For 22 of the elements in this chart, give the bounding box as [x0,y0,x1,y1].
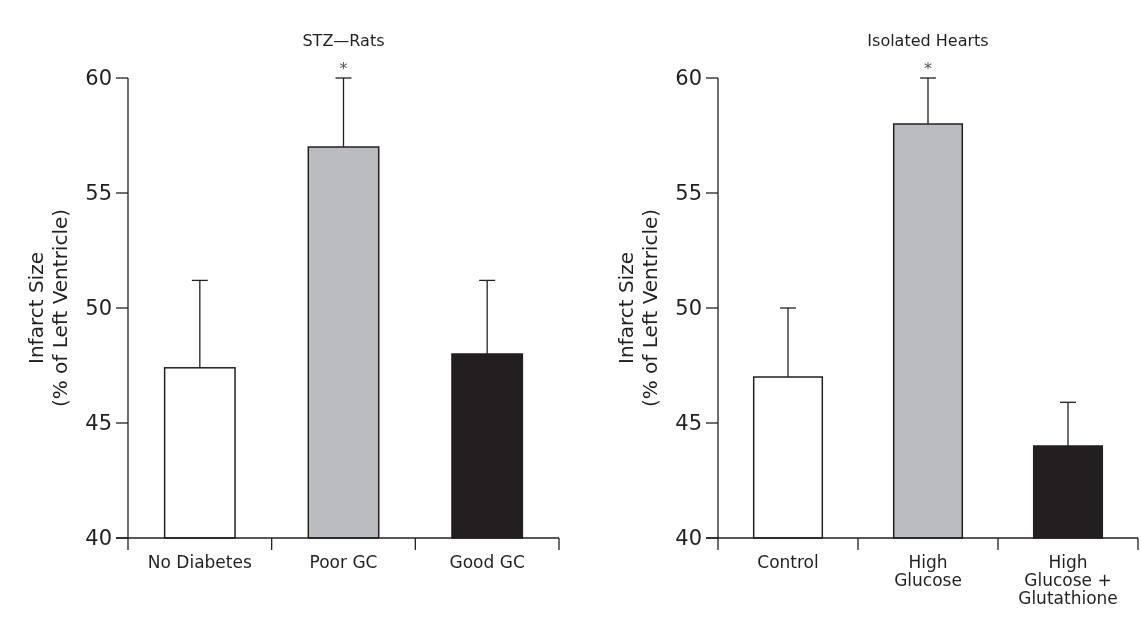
y-tick-label: 45 [85,411,112,436]
annotation: * [339,59,348,78]
x-tick-label: Good GC [449,551,525,572]
x-tick-label: High Glucose [894,551,962,590]
y-tick-label: 40 [85,526,112,551]
x-tick-label: High Glucose + Glutathione [1018,551,1118,608]
y-axis-title: Infarct Size (% of Left Ventricle) [24,208,72,408]
x-tick-label: No Diabetes [147,551,252,572]
annotation: * [924,59,932,78]
x-tick-label: Control [757,551,819,572]
chart-title: Isolated Hearts [867,31,989,50]
y-tick-label: 40 [675,526,702,551]
y-axis-title: Infarct Size (% of Left Ventricle) [614,208,662,408]
y-tick-label: 55 [675,181,702,206]
y-tick-label: 45 [675,411,702,436]
y-tick-label: 55 [85,181,112,206]
x-tick-label: Poor GC [309,551,378,572]
chart-title: STZ—Rats [302,31,385,50]
y-tick-label: 50 [675,296,702,321]
y-tick-label: 50 [85,296,112,321]
y-tick-label: 60 [675,66,702,91]
y-tick-label: 60 [85,66,112,91]
